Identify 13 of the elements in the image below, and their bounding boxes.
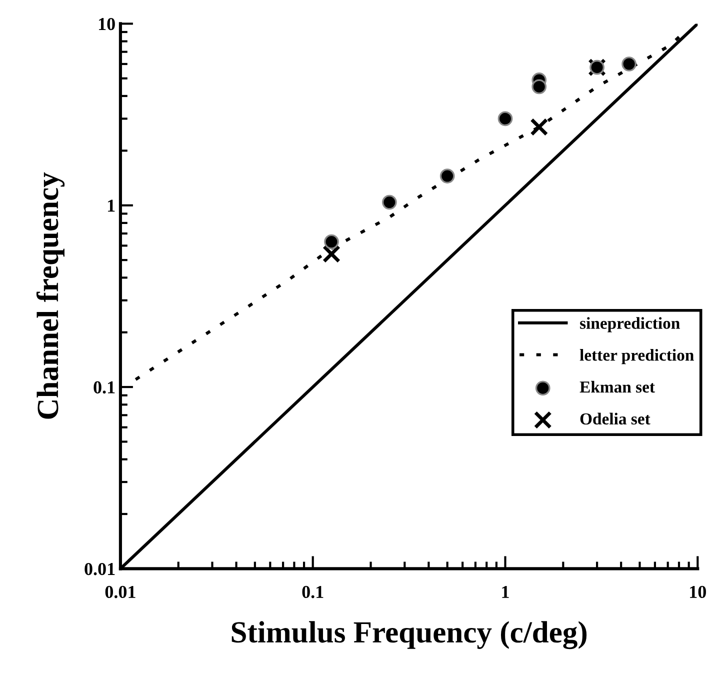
y-tick-label: 0.01 (84, 562, 115, 576)
legend-label: letter prediction (580, 349, 694, 364)
y-tick-label: 0.1 (94, 381, 115, 394)
x-axis-title: Stimulus Frequency (c/deg) (232, 621, 587, 650)
y-axis-title: Channel frequency (36, 172, 65, 419)
legend-label: Ekman set (580, 380, 655, 393)
legend-label: Odelia set (580, 412, 650, 425)
legend-label: sineprediction (580, 317, 680, 332)
y-tick-label: 1 (108, 200, 115, 212)
x-tick-label: 1 (502, 586, 509, 598)
y-tick-label: 10 (98, 18, 115, 30)
x-tick-label: 0.1 (302, 586, 324, 598)
x-tick-label: 10 (690, 586, 706, 598)
